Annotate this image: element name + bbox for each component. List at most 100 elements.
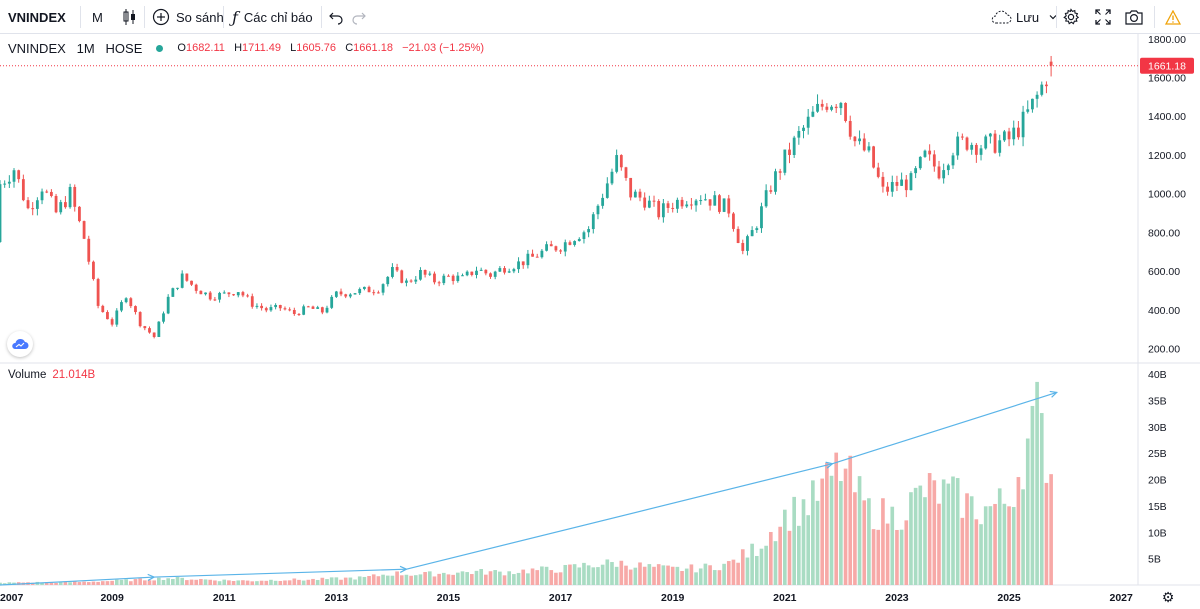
redo-button[interactable] <box>351 0 367 34</box>
volume-bar <box>848 455 853 585</box>
volume-bar <box>694 572 698 585</box>
volume-bar <box>820 478 825 585</box>
candle-body <box>391 267 394 277</box>
candle-body <box>904 179 908 191</box>
volume-bar <box>899 529 904 585</box>
candle-body <box>531 253 534 257</box>
volume-bar <box>1030 405 1035 585</box>
candle-body <box>101 305 105 313</box>
candle-body <box>629 177 633 198</box>
candle-body <box>484 269 488 274</box>
candle-body <box>68 186 72 208</box>
open-value: 1682.11 <box>185 42 225 54</box>
candle-body <box>526 253 530 266</box>
candle-body <box>811 111 815 117</box>
fullscreen-button[interactable] <box>1094 0 1112 34</box>
candle-body <box>152 332 156 337</box>
candle-body <box>923 150 927 157</box>
candle-body <box>339 291 343 295</box>
volume-bar <box>203 579 208 585</box>
interval-button[interactable]: M <box>92 9 103 25</box>
volume-bar <box>488 571 493 585</box>
candle-body <box>330 296 334 308</box>
candle-body <box>260 305 264 309</box>
candle-body <box>549 244 553 247</box>
volume-bar <box>764 545 768 585</box>
candle-body <box>292 309 296 314</box>
volume-bar <box>1007 506 1011 585</box>
volume-bar <box>259 580 264 585</box>
candle-body <box>1021 111 1025 138</box>
compare-button[interactable]: So sánh <box>152 0 224 34</box>
volume-bar <box>941 479 946 585</box>
indicators-button[interactable]: ƒ Các chỉ báo <box>232 0 313 34</box>
undo-button[interactable] <box>328 0 344 34</box>
symbol-search-button[interactable]: VNINDEX <box>8 9 66 25</box>
volume-bar <box>918 485 923 585</box>
volume-bar <box>843 468 848 585</box>
candle-body <box>797 130 801 138</box>
date-tick-label: 2025 <box>997 592 1021 604</box>
candle-body <box>764 190 768 207</box>
candle-body <box>573 241 577 245</box>
volume-bar <box>339 579 343 585</box>
candle-body <box>760 206 763 229</box>
warning-button[interactable] <box>1165 0 1181 34</box>
volume-bar <box>563 564 568 585</box>
chart-type-button[interactable] <box>122 0 138 34</box>
candle-body <box>722 198 726 212</box>
candle-body <box>727 198 731 214</box>
toolbar-divider <box>144 6 145 28</box>
candle-body <box>437 282 441 284</box>
candle-body <box>718 195 721 212</box>
candle-body <box>82 221 86 239</box>
tradingview-logo[interactable] <box>7 331 33 357</box>
volume-bar <box>1044 482 1049 585</box>
axis-settings-icon[interactable]: ⚙ <box>1162 590 1175 606</box>
settings-button[interactable] <box>1062 0 1080 34</box>
toolbar-divider <box>321 6 322 28</box>
volume-bar <box>227 580 231 585</box>
indicators-label: Các chỉ báo <box>243 9 313 25</box>
candle-body <box>115 310 119 325</box>
candle-body <box>302 306 306 315</box>
date-tick-label: 2027 <box>1110 592 1134 604</box>
candle-body <box>185 273 189 281</box>
volume-bar <box>867 498 871 585</box>
save-button[interactable]: Lưu <box>990 0 1058 34</box>
volume-tick-label: 35B <box>1148 395 1167 407</box>
close-label: C <box>345 42 354 54</box>
candle-body <box>848 120 852 137</box>
candle-body <box>839 102 843 109</box>
candle-body <box>348 294 352 297</box>
volume-bar <box>549 570 554 585</box>
candle-body <box>946 165 950 171</box>
candle-body <box>890 182 894 192</box>
candle-body <box>395 267 399 271</box>
candle-body <box>353 293 357 295</box>
volume-bar <box>180 577 185 585</box>
candle-body <box>213 299 217 301</box>
volume-bar <box>960 517 965 585</box>
gear-icon <box>1063 8 1080 25</box>
volume-bar <box>306 579 311 585</box>
volume-bar <box>675 566 680 585</box>
volume-bar <box>432 576 437 585</box>
candle-body <box>774 171 777 192</box>
candle-body <box>255 305 259 307</box>
snapshot-button[interactable] <box>1124 0 1144 34</box>
candle-body <box>498 268 502 272</box>
fullscreen-icon <box>1095 9 1111 25</box>
price-tick-label: 1800.00 <box>1148 34 1186 46</box>
candle-body <box>988 133 992 137</box>
volume-bar <box>750 543 754 585</box>
candle-body <box>615 155 619 172</box>
candle-body <box>633 191 637 198</box>
volume-bar <box>521 569 526 585</box>
candle-body <box>619 155 623 168</box>
candle-body <box>199 290 203 295</box>
price-chart[interactable]: 200.00 400.00 600.00 800.00 1000.00 1200.00 14… <box>0 34 1200 609</box>
candle-body <box>143 326 147 329</box>
toolbar-divider <box>80 6 81 28</box>
volume-bar <box>801 499 806 585</box>
